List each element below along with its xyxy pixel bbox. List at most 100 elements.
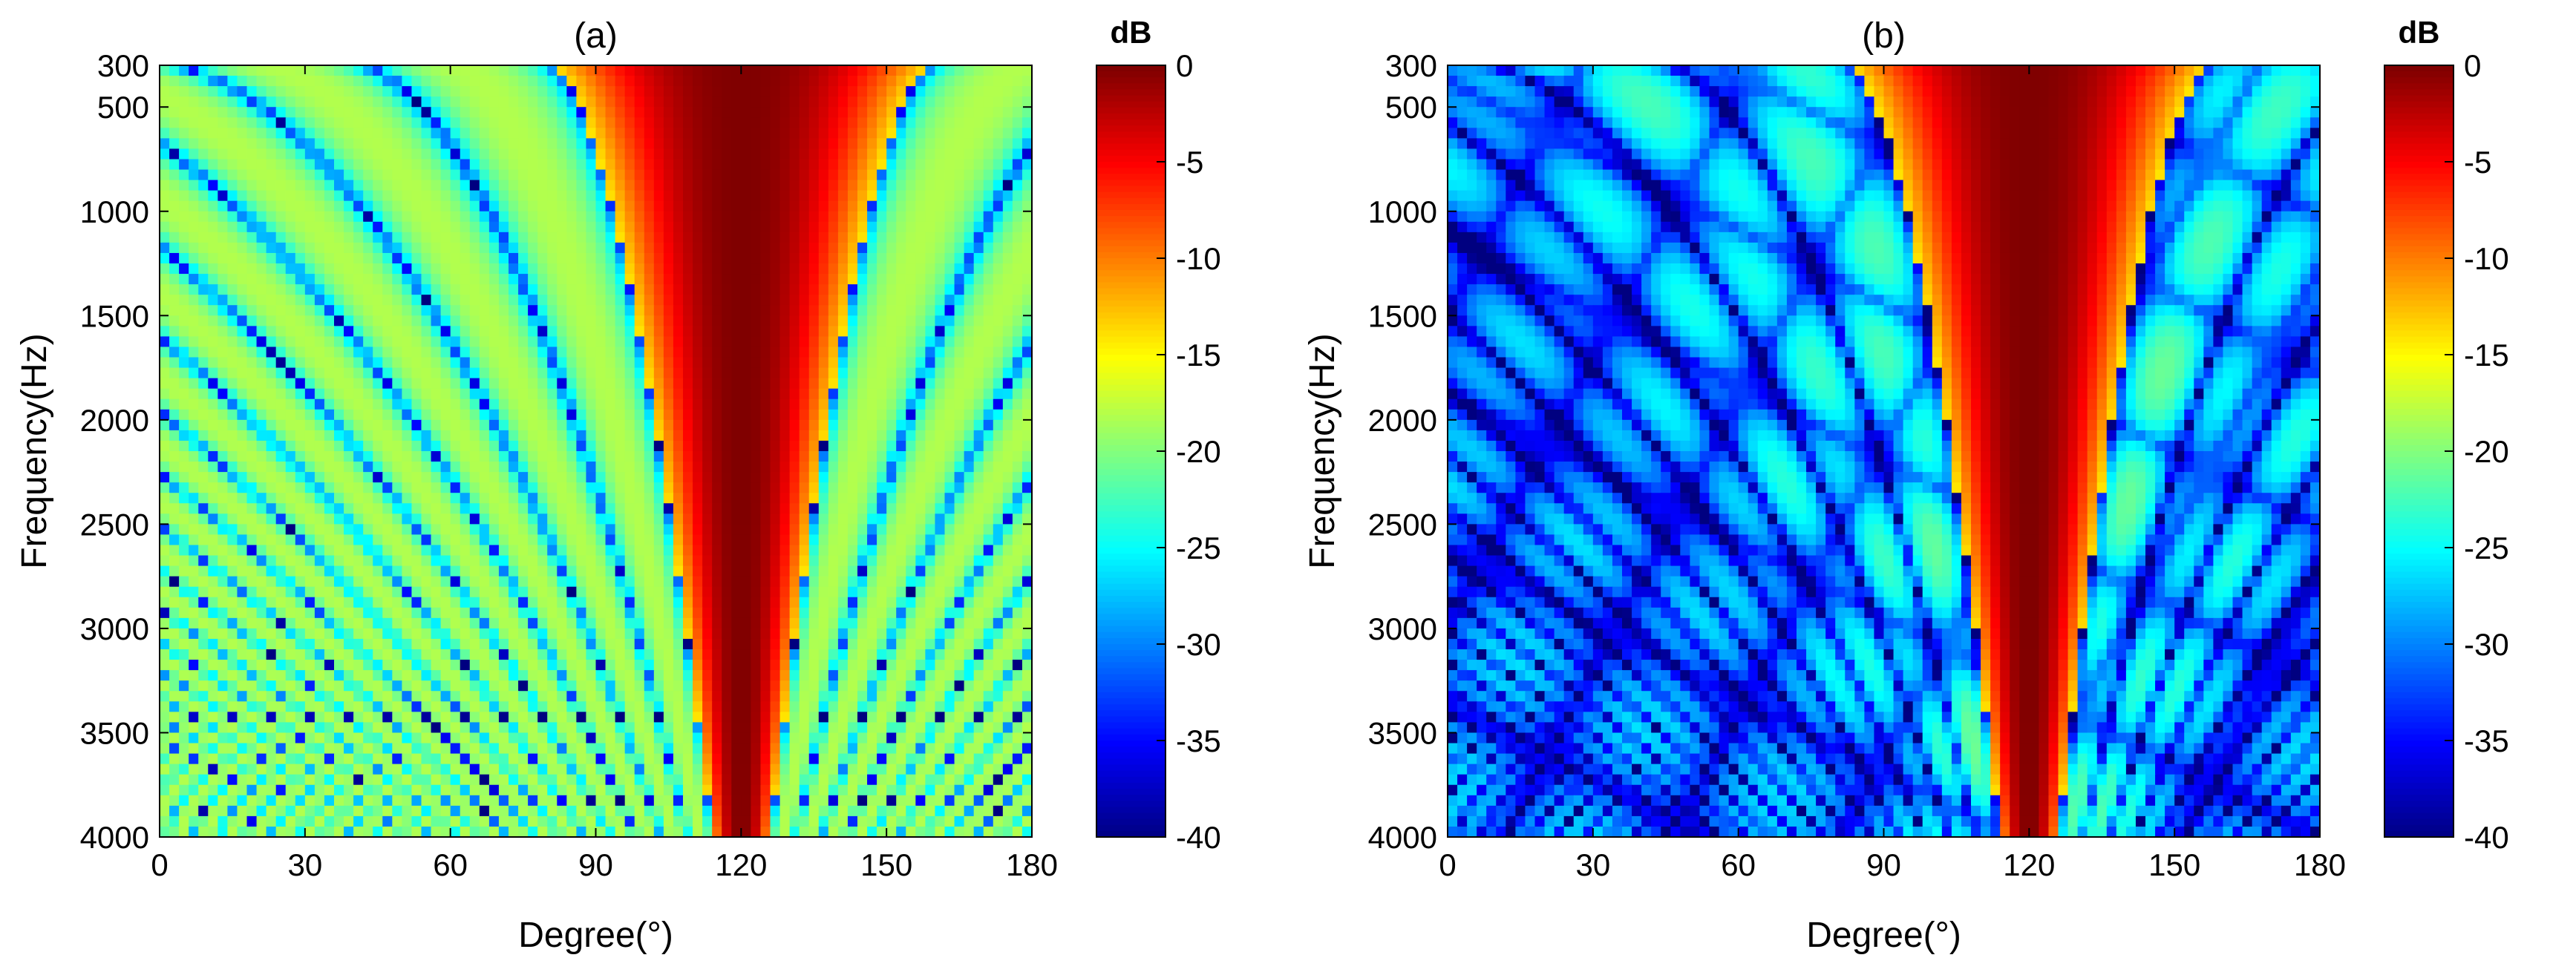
heatmap-cell	[324, 398, 335, 410]
heatmap-cell	[702, 96, 713, 108]
heatmap-cell	[160, 211, 170, 223]
heatmap-cell	[906, 586, 917, 598]
heatmap-cell	[547, 315, 558, 327]
heatmap-cell	[218, 336, 229, 348]
heatmap-cell	[799, 284, 810, 295]
heatmap-cell	[198, 419, 209, 431]
heatmap-cell	[275, 607, 287, 619]
heatmap-cell	[256, 503, 267, 515]
heatmap-cell	[789, 419, 800, 431]
heatmap-cell	[537, 513, 549, 525]
heatmap-cell	[469, 180, 480, 191]
heatmap-cell	[847, 242, 858, 254]
heatmap-cell	[896, 617, 907, 629]
heatmap-cell	[373, 524, 384, 536]
heatmap-cell	[450, 440, 461, 452]
heatmap-cell	[246, 388, 258, 400]
heatmap-cell	[886, 76, 898, 87]
heatmap-cell	[615, 503, 626, 515]
heatmap-cell	[421, 472, 432, 483]
heatmap-cell	[712, 128, 723, 139]
heatmap-cell	[653, 565, 664, 577]
heatmap-cell	[605, 565, 616, 577]
heatmap-cell	[576, 565, 587, 577]
heatmap-cell	[837, 76, 849, 87]
heatmap-cell	[411, 107, 422, 119]
heatmap-cell	[237, 138, 248, 150]
heatmap-cell	[605, 388, 616, 400]
heatmap-cell	[634, 200, 645, 212]
heatmap-cell	[644, 357, 655, 369]
heatmap-cell	[779, 336, 791, 348]
heatmap-cell	[964, 398, 975, 410]
heatmap-cell	[993, 96, 1004, 108]
heatmap-cell	[576, 128, 587, 139]
heatmap-cell	[886, 378, 898, 390]
heatmap-cell	[460, 96, 471, 108]
heatmap-cell	[576, 336, 587, 348]
heatmap-cell	[857, 472, 868, 483]
heatmap-cell	[344, 419, 354, 431]
heatmap-cell	[886, 524, 898, 536]
heatmap-cell	[246, 534, 258, 546]
heatmap-cell	[653, 534, 664, 546]
heatmap-cell	[954, 252, 965, 264]
heatmap-cell	[760, 482, 771, 494]
heatmap-cell	[799, 409, 810, 421]
heatmap-cell	[189, 347, 200, 358]
heatmap-cell	[246, 378, 258, 390]
heatmap-cell	[847, 451, 858, 462]
heatmap-cell	[993, 628, 1004, 640]
heatmap-cell	[605, 128, 616, 139]
heatmap-cell	[469, 138, 480, 150]
heatmap-cell	[702, 315, 713, 327]
heatmap-cell	[741, 545, 752, 557]
heatmap-cell	[828, 462, 839, 473]
heatmap-cell	[857, 138, 868, 150]
heatmap-cell	[779, 65, 791, 76]
heatmap-cell	[537, 357, 549, 369]
heatmap-cell	[595, 117, 607, 129]
heatmap-cell	[867, 347, 877, 358]
heatmap-cell	[256, 232, 267, 243]
heatmap-cell	[906, 440, 917, 452]
heatmap-cell	[1012, 398, 1023, 410]
heatmap-cell	[789, 378, 800, 390]
heatmap-cell	[770, 274, 781, 285]
heatmap-cell	[1021, 252, 1033, 264]
heatmap-cell	[857, 524, 868, 536]
heatmap-cell	[450, 617, 461, 629]
heatmap-cell	[256, 534, 267, 546]
heatmap-cell	[770, 607, 781, 619]
heatmap-cell	[595, 326, 607, 338]
heatmap-cell	[828, 398, 839, 410]
heatmap-cell	[644, 159, 655, 171]
heatmap-cell	[799, 128, 810, 139]
heatmap-cell	[1002, 326, 1013, 338]
heatmap-cell	[712, 336, 723, 348]
heatmap-cell	[218, 190, 229, 202]
heatmap-cell	[431, 555, 442, 567]
heatmap-cell	[509, 378, 519, 390]
heatmap-cell	[411, 148, 422, 160]
heatmap-cell	[789, 315, 800, 327]
heatmap-cell	[528, 545, 538, 557]
heatmap-cell	[779, 305, 791, 317]
heatmap-cell	[896, 326, 907, 338]
heatmap-cell	[915, 409, 926, 421]
heatmap-cell	[954, 378, 965, 390]
heatmap-cell	[179, 628, 189, 640]
heatmap-cell	[373, 555, 384, 567]
heatmap-cell	[712, 274, 723, 285]
heatmap-cell	[867, 534, 877, 546]
heatmap-cell	[382, 367, 393, 379]
heatmap-cell	[722, 284, 733, 295]
heatmap-cell	[169, 169, 180, 181]
heatmap-cell	[344, 148, 354, 160]
heatmap-cell	[440, 211, 451, 223]
heatmap-cell	[993, 409, 1004, 421]
heatmap-cell	[857, 128, 868, 139]
heatmap-cell	[624, 96, 635, 108]
heatmap-cell	[392, 305, 403, 317]
heatmap-cell	[498, 524, 509, 536]
